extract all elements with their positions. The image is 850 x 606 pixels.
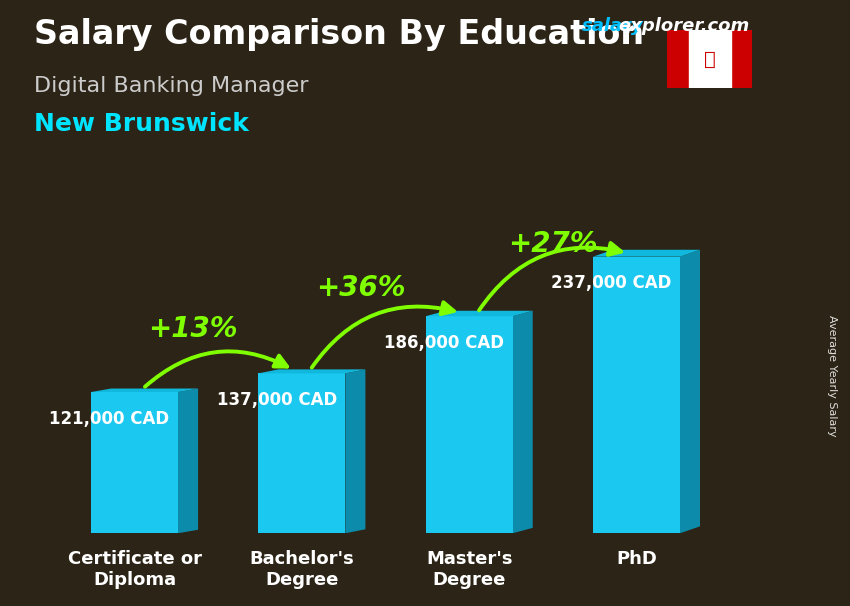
Text: Salary Comparison By Education: Salary Comparison By Education [34,18,644,51]
Text: 137,000 CAD: 137,000 CAD [217,391,337,409]
Bar [91,392,178,533]
Text: 🍁: 🍁 [704,50,716,68]
Bar [667,30,688,88]
Polygon shape [426,311,533,316]
Text: +27%: +27% [508,230,598,258]
Polygon shape [178,388,198,533]
Text: Average Yearly Salary: Average Yearly Salary [827,315,837,436]
Text: 237,000 CAD: 237,000 CAD [551,274,672,292]
Text: 186,000 CAD: 186,000 CAD [384,334,504,351]
Text: +36%: +36% [315,274,405,302]
Text: explorer.com: explorer.com [618,17,749,35]
Bar [731,30,752,88]
Polygon shape [680,250,700,533]
Polygon shape [593,250,700,257]
Bar [593,257,680,533]
Text: 121,000 CAD: 121,000 CAD [49,410,169,428]
Bar [258,373,345,533]
Text: New Brunswick: New Brunswick [34,112,249,136]
Text: Digital Banking Manager: Digital Banking Manager [34,76,309,96]
Text: salary: salary [582,17,644,35]
Polygon shape [91,388,198,392]
Polygon shape [258,370,366,373]
Bar [426,316,513,533]
Text: +13%: +13% [149,315,238,343]
Polygon shape [513,311,533,533]
Polygon shape [345,370,366,533]
Bar [688,30,731,88]
